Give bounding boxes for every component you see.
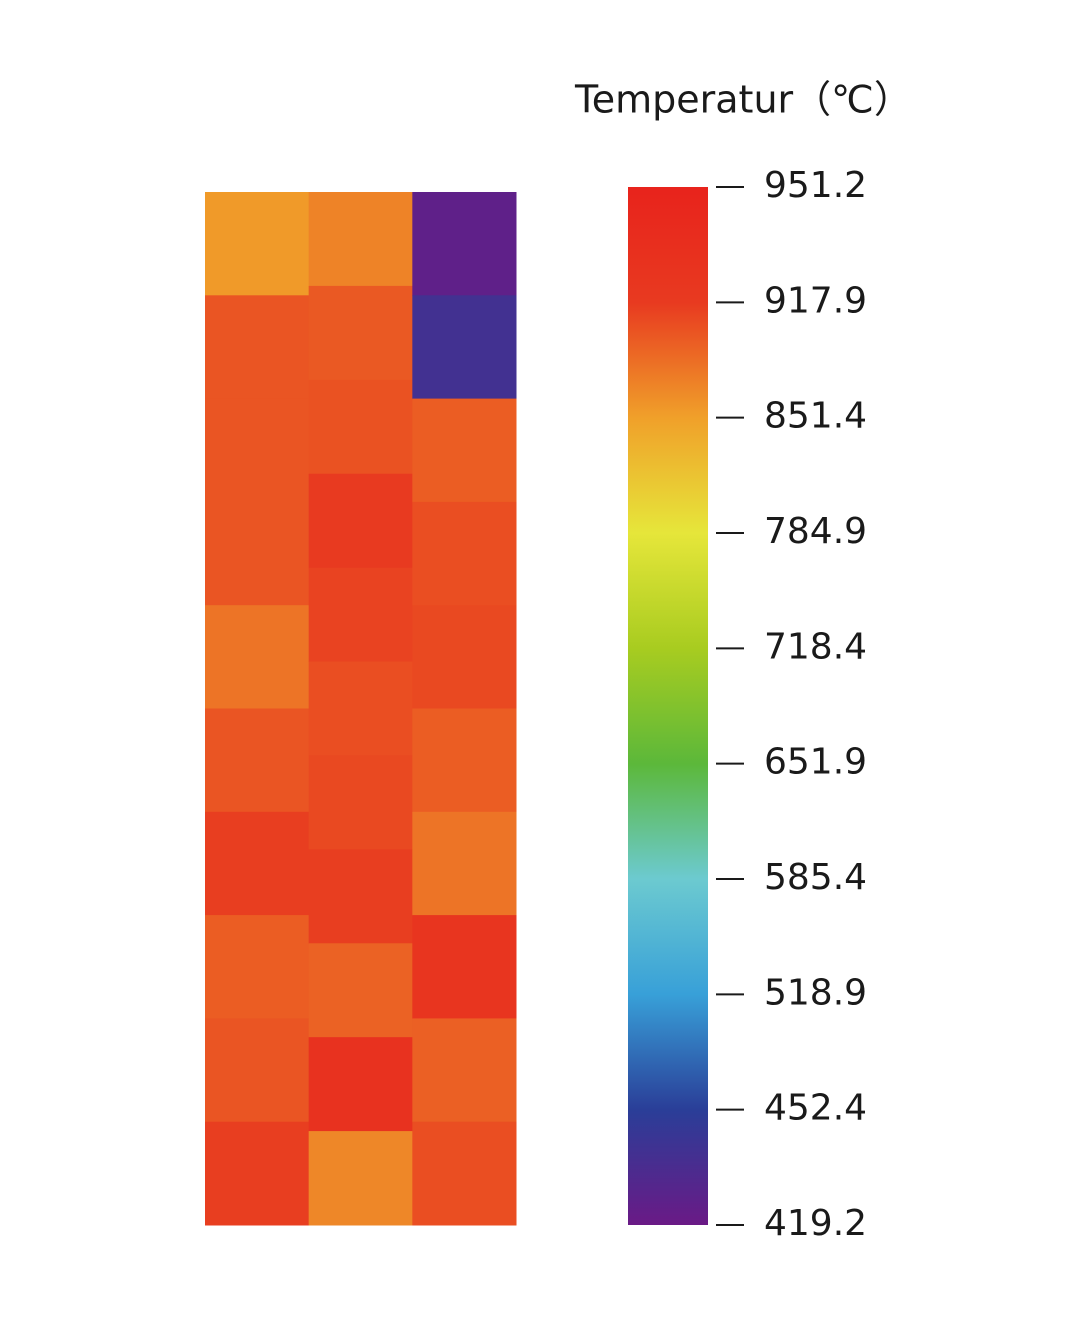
heatmap-cell <box>308 849 413 944</box>
heatmap-cell <box>308 473 413 569</box>
heatmap-cell <box>205 811 310 916</box>
colorbar-tick-label: 951.2 <box>764 165 867 206</box>
heatmap-cell <box>412 708 517 813</box>
heatmap-cell <box>308 661 413 756</box>
heatmap-cell <box>205 295 310 400</box>
heatmap-cell <box>308 1131 413 1226</box>
colorbar-title: Temperatur（℃） <box>574 78 912 122</box>
heatmap-cell <box>308 285 413 381</box>
colorbar-tick-label: 518.9 <box>764 972 867 1013</box>
heatmap-cell <box>308 943 413 1038</box>
colorbar-tick-label: 419.2 <box>764 1203 867 1244</box>
colorbar-tick-label: 452.4 <box>764 1088 867 1129</box>
heatmap-cell <box>205 192 310 296</box>
heatmap-cell <box>308 567 413 663</box>
colorbar-tick-label: 851.4 <box>764 396 867 437</box>
heatmap-cell <box>308 755 413 850</box>
colorbar <box>628 187 708 1225</box>
heatmap-cell <box>205 501 310 606</box>
heatmap-cell <box>412 501 517 606</box>
heatmap-cell <box>205 915 310 1019</box>
heatmap-cell <box>308 1037 413 1132</box>
heatmap-cell <box>412 1121 517 1226</box>
heatmap-cell <box>412 605 517 709</box>
heatmap-cell <box>205 1018 310 1123</box>
heatmap-cell <box>205 708 310 813</box>
heatmap-cell <box>205 605 310 709</box>
heatmap-cell <box>412 915 517 1019</box>
colorbar-tick-label: 917.9 <box>764 280 867 321</box>
heatmap-cell <box>205 1121 310 1226</box>
heatmap-cell <box>308 192 413 287</box>
heatmap-cell <box>412 1018 517 1123</box>
heatmap-cell <box>412 398 517 503</box>
colorbar-tick-label: 718.4 <box>764 626 867 667</box>
colorbar-tick-label: 651.9 <box>764 742 867 783</box>
heatmap-cell <box>412 811 517 916</box>
colorbar-tick-label: 784.9 <box>764 511 867 552</box>
heatmap-cell <box>412 295 517 400</box>
heatmap-cell <box>412 192 517 296</box>
heatmap-cell <box>308 379 413 475</box>
colorbar-tick-label: 585.4 <box>764 857 867 898</box>
heatmap-cell <box>205 398 310 503</box>
